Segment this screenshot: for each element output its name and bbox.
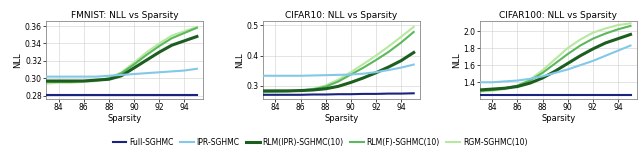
Y-axis label: NLL: NLL [13,52,22,68]
X-axis label: Sparsity: Sparsity [108,114,141,123]
Title: CIFAR10: NLL vs Sparsity: CIFAR10: NLL vs Sparsity [285,11,397,20]
Y-axis label: NLL: NLL [235,52,244,68]
Title: FMNIST: NLL vs Sparsity: FMNIST: NLL vs Sparsity [71,11,179,20]
X-axis label: Sparsity: Sparsity [324,114,358,123]
X-axis label: Sparsity: Sparsity [541,114,575,123]
Y-axis label: NLL: NLL [452,52,461,68]
Title: CIFAR100: NLL vs Sparsity: CIFAR100: NLL vs Sparsity [499,11,617,20]
Legend: Full-SGHMC, IPR-SGHMC, RLM(IPR)-SGHMC(10), RLM(F)-SGHMC(10), RGM-SGHMC(10): Full-SGHMC, IPR-SGHMC, RLM(IPR)-SGHMC(10… [109,135,531,150]
